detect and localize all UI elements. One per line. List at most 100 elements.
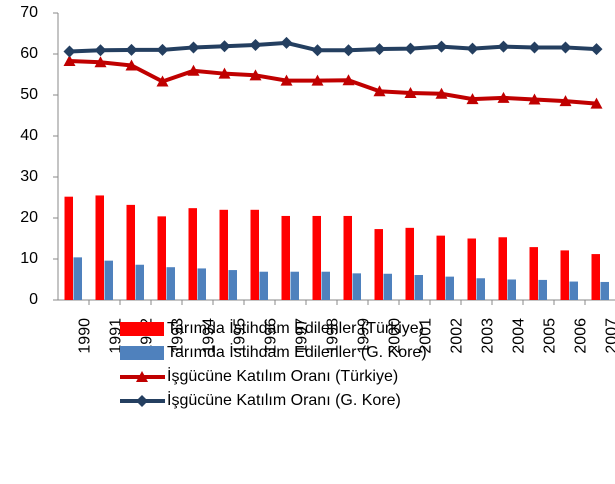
- line-marker: [559, 95, 572, 107]
- bar: [507, 279, 516, 300]
- line-marker: [590, 97, 603, 109]
- line-marker: [218, 40, 231, 53]
- line-marker: [94, 56, 107, 68]
- legend-swatch: [120, 346, 164, 360]
- legend-marker: [136, 371, 148, 382]
- y-tick-label: 40: [20, 127, 38, 144]
- line-marker: [249, 69, 262, 81]
- bar: [135, 264, 144, 300]
- line-marker: [435, 87, 448, 99]
- bar: [188, 208, 197, 300]
- legend-label: Tarımda İstihdam Edilenler (G. Kore): [167, 342, 427, 361]
- legend-label: Tarımda İstihdam Edilenler (Türkiye): [167, 318, 424, 337]
- bar: [126, 204, 135, 300]
- line-marker: [373, 43, 386, 56]
- x-tick-label: 2006: [573, 318, 590, 354]
- bar: [467, 238, 476, 300]
- bar: [259, 271, 268, 300]
- bar: [405, 227, 414, 300]
- bar: [476, 278, 485, 300]
- x-tick-label: 2000: [387, 318, 404, 354]
- line-marker: [63, 45, 76, 58]
- bar: [343, 215, 352, 300]
- line-marker: [280, 74, 293, 86]
- x-tick-label: 1996: [263, 318, 280, 354]
- bar: [591, 254, 600, 300]
- bar: [157, 216, 166, 300]
- line-marker: [125, 59, 138, 71]
- x-tick-label: 1999: [356, 318, 373, 354]
- bar: [436, 235, 445, 300]
- y-tick-label: 70: [20, 4, 38, 21]
- legend-swatch: [120, 322, 164, 336]
- line-marker: [187, 41, 200, 54]
- x-tick-label: 1993: [170, 318, 187, 354]
- line-marker: [342, 74, 355, 86]
- line-marker: [156, 75, 169, 87]
- legend-label: İşgücüne Katılım Oranı (Türkiye): [167, 366, 398, 385]
- line-marker: [497, 40, 510, 53]
- bar: [166, 267, 175, 300]
- line: [69, 40, 597, 54]
- bar: [414, 274, 423, 300]
- bar: [73, 257, 82, 300]
- bar: [290, 271, 299, 300]
- x-tick-label: 2003: [480, 318, 497, 354]
- y-tick-label: 10: [20, 250, 38, 267]
- line-marker: [218, 67, 231, 79]
- line-marker: [373, 85, 386, 97]
- line-marker: [559, 41, 572, 54]
- bar: [312, 215, 321, 300]
- bar: [445, 276, 454, 300]
- x-tick-label: 1997: [294, 318, 311, 354]
- bar: [104, 260, 113, 300]
- y-tick-label: 30: [20, 168, 38, 185]
- x-tick-label: 1990: [77, 318, 94, 354]
- line-marker: [280, 36, 293, 49]
- line-marker: [311, 74, 324, 86]
- x-tick-label: 2001: [418, 318, 435, 354]
- bar: [600, 281, 609, 300]
- line-marker: [590, 43, 603, 56]
- x-tick-label: 2002: [449, 318, 466, 354]
- line-marker: [404, 86, 417, 98]
- x-tick-label: 1995: [232, 318, 249, 354]
- bar: [352, 273, 361, 300]
- x-tick-label: 2007: [604, 318, 615, 354]
- bar: [197, 268, 206, 300]
- x-tick-label: 1994: [201, 318, 218, 354]
- bar: [560, 250, 569, 300]
- line-marker: [435, 40, 448, 53]
- bar: [569, 281, 578, 300]
- y-tick-label: 20: [20, 209, 38, 226]
- line-marker: [466, 93, 479, 105]
- bar: [383, 273, 392, 300]
- bar: [228, 270, 237, 300]
- bar: [321, 271, 330, 300]
- line-marker: [187, 64, 200, 76]
- line-marker: [497, 91, 510, 103]
- line-marker: [528, 93, 541, 105]
- legend-label: İşgücüne Katılım Oranı (G. Kore): [167, 390, 401, 409]
- line-marker: [528, 41, 541, 54]
- line: [69, 58, 597, 106]
- line-marker: [466, 42, 479, 55]
- y-tick-label: 60: [20, 45, 38, 62]
- y-tick-label: 50: [20, 86, 38, 103]
- bar: [529, 247, 538, 300]
- x-tick-label: 2005: [542, 318, 559, 354]
- line-marker: [125, 43, 138, 56]
- bar: [281, 215, 290, 300]
- bar: [374, 229, 383, 300]
- x-tick-label: 1998: [325, 318, 342, 354]
- bar: [64, 196, 73, 300]
- bar: [219, 209, 228, 300]
- line-marker: [342, 44, 355, 57]
- bar: [498, 237, 507, 300]
- line-marker: [156, 43, 169, 56]
- line-marker: [94, 44, 107, 57]
- line-marker: [404, 42, 417, 55]
- bar: [538, 279, 547, 300]
- line-marker: [249, 38, 262, 51]
